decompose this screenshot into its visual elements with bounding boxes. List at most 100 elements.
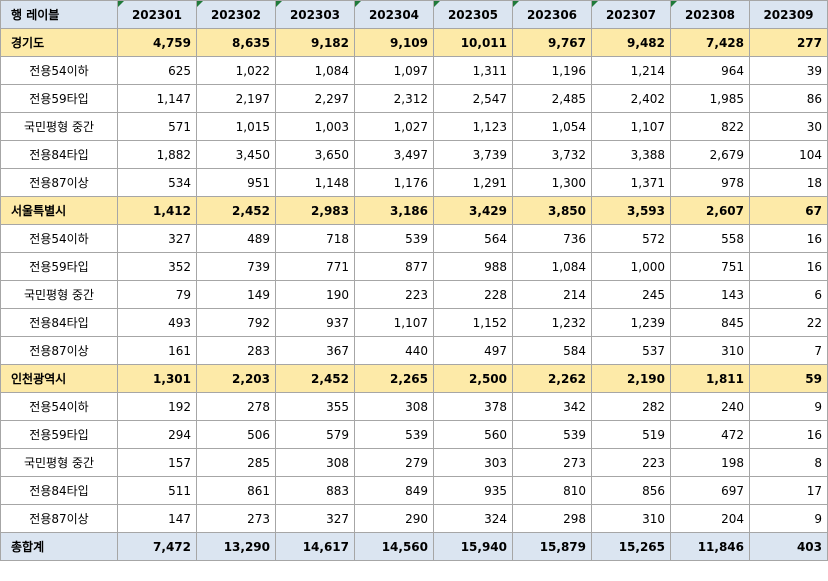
value-cell[interactable]: 4,759 xyxy=(117,28,197,57)
value-cell[interactable]: 367 xyxy=(275,336,355,365)
value-cell[interactable]: 3,650 xyxy=(275,140,355,169)
value-cell[interactable]: 223 xyxy=(354,280,434,309)
value-cell[interactable]: 883 xyxy=(275,476,355,505)
value-cell[interactable]: 2,402 xyxy=(591,84,671,113)
value-cell[interactable]: 3,739 xyxy=(433,140,513,169)
value-cell[interactable]: 1,084 xyxy=(512,252,592,281)
value-cell[interactable]: 214 xyxy=(512,280,592,309)
value-cell[interactable]: 9,767 xyxy=(512,28,592,57)
value-cell[interactable]: 511 xyxy=(117,476,197,505)
value-cell[interactable]: 1,239 xyxy=(591,308,671,337)
value-cell[interactable]: 143 xyxy=(670,280,750,309)
row-label-cell[interactable]: 전용87이상 xyxy=(0,168,118,197)
value-cell[interactable]: 228 xyxy=(433,280,513,309)
value-cell[interactable]: 3,850 xyxy=(512,196,592,225)
value-cell[interactable]: 3,450 xyxy=(196,140,276,169)
value-cell[interactable]: 30 xyxy=(749,112,828,141)
value-cell[interactable]: 403 xyxy=(749,532,828,561)
value-cell[interactable]: 1,882 xyxy=(117,140,197,169)
column-header[interactable]: 202308 xyxy=(670,0,750,29)
value-cell[interactable]: 964 xyxy=(670,56,750,85)
value-cell[interactable]: 352 xyxy=(117,252,197,281)
value-cell[interactable]: 9,482 xyxy=(591,28,671,57)
value-cell[interactable]: 697 xyxy=(670,476,750,505)
row-label-cell[interactable]: 인천광역시 xyxy=(0,364,118,393)
value-cell[interactable]: 303 xyxy=(433,448,513,477)
value-cell[interactable]: 1,084 xyxy=(275,56,355,85)
value-cell[interactable]: 1,147 xyxy=(117,84,197,113)
row-label-cell[interactable]: 전용84타입 xyxy=(0,308,118,337)
value-cell[interactable]: 17 xyxy=(749,476,828,505)
value-cell[interactable]: 13,290 xyxy=(196,532,276,561)
value-cell[interactable]: 273 xyxy=(196,504,276,533)
value-cell[interactable]: 506 xyxy=(196,420,276,449)
value-cell[interactable]: 1,412 xyxy=(117,196,197,225)
value-cell[interactable]: 988 xyxy=(433,252,513,281)
value-cell[interactable]: 856 xyxy=(591,476,671,505)
value-cell[interactable]: 308 xyxy=(275,448,355,477)
value-cell[interactable]: 1,232 xyxy=(512,308,592,337)
value-cell[interactable]: 308 xyxy=(354,392,434,421)
row-label-cell[interactable]: 전용87이상 xyxy=(0,504,118,533)
row-label-cell[interactable]: 경기도 xyxy=(0,28,118,57)
value-cell[interactable]: 739 xyxy=(196,252,276,281)
value-cell[interactable]: 2,203 xyxy=(196,364,276,393)
value-cell[interactable]: 558 xyxy=(670,224,750,253)
value-cell[interactable]: 190 xyxy=(275,280,355,309)
value-cell[interactable]: 9 xyxy=(749,504,828,533)
value-cell[interactable]: 285 xyxy=(196,448,276,477)
value-cell[interactable]: 2,485 xyxy=(512,84,592,113)
value-cell[interactable]: 2,607 xyxy=(670,196,750,225)
value-cell[interactable]: 1,027 xyxy=(354,112,434,141)
value-cell[interactable]: 1,311 xyxy=(433,56,513,85)
value-cell[interactable]: 579 xyxy=(275,420,355,449)
value-cell[interactable]: 16 xyxy=(749,420,828,449)
value-cell[interactable]: 1,123 xyxy=(433,112,513,141)
value-cell[interactable]: 7 xyxy=(749,336,828,365)
value-cell[interactable]: 245 xyxy=(591,280,671,309)
value-cell[interactable]: 584 xyxy=(512,336,592,365)
value-cell[interactable]: 198 xyxy=(670,448,750,477)
value-cell[interactable]: 497 xyxy=(433,336,513,365)
value-cell[interactable]: 15,265 xyxy=(591,532,671,561)
value-cell[interactable]: 571 xyxy=(117,112,197,141)
value-cell[interactable]: 147 xyxy=(117,504,197,533)
value-cell[interactable]: 1,148 xyxy=(275,168,355,197)
value-cell[interactable]: 2,190 xyxy=(591,364,671,393)
row-label-cell[interactable]: 국민평형 중간 xyxy=(0,448,118,477)
value-cell[interactable]: 8,635 xyxy=(196,28,276,57)
value-cell[interactable]: 39 xyxy=(749,56,828,85)
value-cell[interactable]: 572 xyxy=(591,224,671,253)
value-cell[interactable]: 6 xyxy=(749,280,828,309)
value-cell[interactable]: 86 xyxy=(749,84,828,113)
value-cell[interactable]: 2,679 xyxy=(670,140,750,169)
value-cell[interactable]: 283 xyxy=(196,336,276,365)
value-cell[interactable]: 935 xyxy=(433,476,513,505)
value-cell[interactable]: 273 xyxy=(512,448,592,477)
value-cell[interactable]: 204 xyxy=(670,504,750,533)
value-cell[interactable]: 104 xyxy=(749,140,828,169)
value-cell[interactable]: 7,472 xyxy=(117,532,197,561)
value-cell[interactable]: 1,300 xyxy=(512,168,592,197)
value-cell[interactable]: 14,560 xyxy=(354,532,434,561)
value-cell[interactable]: 1,000 xyxy=(591,252,671,281)
value-cell[interactable]: 564 xyxy=(433,224,513,253)
value-cell[interactable]: 519 xyxy=(591,420,671,449)
value-cell[interactable]: 2,452 xyxy=(275,364,355,393)
value-cell[interactable]: 282 xyxy=(591,392,671,421)
row-label-cell[interactable]: 전용84타입 xyxy=(0,140,118,169)
value-cell[interactable]: 718 xyxy=(275,224,355,253)
value-cell[interactable]: 79 xyxy=(117,280,197,309)
value-cell[interactable]: 15,879 xyxy=(512,532,592,561)
row-label-cell[interactable]: 국민평형 중간 xyxy=(0,112,118,141)
value-cell[interactable]: 310 xyxy=(591,504,671,533)
value-cell[interactable]: 1,196 xyxy=(512,56,592,85)
value-cell[interactable]: 2,265 xyxy=(354,364,434,393)
column-header[interactable]: 202302 xyxy=(196,0,276,29)
value-cell[interactable]: 1,214 xyxy=(591,56,671,85)
value-cell[interactable]: 67 xyxy=(749,196,828,225)
value-cell[interactable]: 279 xyxy=(354,448,434,477)
value-cell[interactable]: 310 xyxy=(670,336,750,365)
column-header[interactable]: 202303 xyxy=(275,0,355,29)
value-cell[interactable]: 1,015 xyxy=(196,112,276,141)
